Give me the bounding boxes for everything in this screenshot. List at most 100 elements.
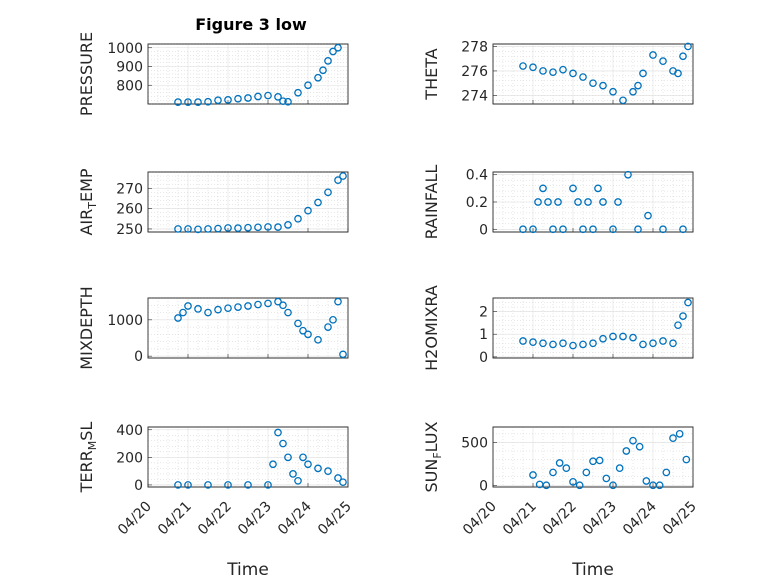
data-point — [529, 225, 537, 234]
data-point — [194, 98, 202, 106]
y-tick-label: 0 — [134, 349, 143, 365]
data-point — [324, 323, 332, 331]
data-point — [614, 198, 622, 206]
data-point — [555, 459, 564, 467]
data-point — [659, 57, 667, 65]
data-point — [244, 94, 252, 102]
data-point — [574, 198, 582, 206]
data-point — [549, 468, 557, 477]
y-tick-label: 270 — [116, 181, 143, 197]
data-point — [569, 341, 577, 350]
data-point — [304, 330, 312, 339]
data-point — [284, 221, 292, 229]
data-point — [274, 223, 282, 231]
data-point — [274, 297, 282, 306]
data-point — [254, 300, 262, 309]
data-point — [584, 198, 592, 206]
data-point — [334, 176, 342, 184]
data-point — [274, 93, 282, 101]
subplot-6: 0 1 2 H2OMIXRA — [422, 285, 694, 371]
data-point — [599, 81, 607, 90]
data-point — [682, 455, 691, 464]
data-point — [684, 42, 692, 51]
data-point — [679, 312, 687, 320]
data-point — [619, 332, 627, 341]
data-point — [554, 198, 562, 206]
data-point — [549, 340, 557, 349]
data-points — [519, 170, 687, 234]
data-point — [669, 434, 677, 442]
data-points — [174, 43, 342, 106]
data-point — [639, 69, 647, 78]
data-point — [635, 442, 644, 451]
data-point — [662, 468, 671, 477]
data-point — [254, 223, 262, 232]
data-point — [594, 184, 602, 193]
data-points — [519, 298, 692, 350]
axes-frame — [492, 426, 694, 488]
subplot-5: 0 1000 MIXDEPTH — [77, 286, 349, 370]
y-tick-label: 0.2 — [466, 195, 488, 211]
data-point — [339, 172, 347, 180]
data-point — [589, 225, 597, 234]
data-point — [339, 350, 347, 359]
data-point — [539, 67, 547, 75]
data-point — [602, 474, 611, 483]
data-point — [582, 468, 591, 477]
data-point — [655, 481, 664, 490]
data-point — [279, 439, 287, 448]
y-tick-label: 260 — [116, 202, 143, 218]
data-point — [622, 447, 631, 455]
y-tick-label: 0.4 — [466, 168, 488, 184]
data-point — [559, 225, 567, 234]
data-point — [642, 477, 651, 485]
data-point — [244, 223, 252, 232]
data-point — [279, 97, 287, 106]
data-point — [224, 224, 232, 232]
data-point — [549, 68, 557, 77]
axes-frame — [492, 43, 694, 105]
data-point — [184, 98, 192, 106]
data-point — [609, 481, 617, 490]
data-point — [234, 303, 242, 311]
data-point — [234, 94, 242, 103]
data-points — [529, 430, 691, 490]
data-point — [214, 305, 222, 314]
data-points — [519, 42, 692, 105]
y-axis-label: AIRTEMP — [77, 168, 99, 235]
data-point — [329, 47, 337, 56]
data-point — [224, 481, 232, 489]
data-point — [184, 481, 192, 489]
data-point — [204, 481, 212, 489]
axes-frame — [492, 297, 694, 359]
data-point — [184, 225, 192, 233]
data-point — [529, 471, 537, 479]
data-point — [519, 337, 527, 345]
data-point — [624, 170, 632, 179]
data-point — [615, 464, 624, 472]
y-tick-label: 500 — [461, 435, 488, 451]
data-point — [264, 481, 272, 489]
data-point — [579, 225, 587, 234]
data-point — [679, 52, 687, 61]
data-point — [314, 335, 322, 344]
data-point — [569, 478, 577, 486]
data-point — [644, 211, 652, 220]
data-point — [324, 188, 332, 197]
data-point — [279, 301, 287, 310]
data-point — [294, 214, 302, 223]
data-point — [559, 339, 567, 348]
y-tick-label: 0 — [134, 478, 143, 494]
y-tick-label: 0 — [479, 350, 488, 366]
data-point — [314, 198, 322, 207]
data-point — [294, 88, 302, 97]
y-tick-label: 0 — [479, 222, 488, 238]
axes-frame — [147, 171, 349, 233]
data-point — [629, 333, 637, 342]
data-point — [619, 96, 627, 105]
data-point — [659, 337, 667, 345]
data-point — [599, 198, 607, 206]
data-point — [339, 478, 347, 487]
subplot-3: 250 260 270 AIRTEMP — [77, 168, 349, 238]
data-point — [549, 225, 557, 234]
